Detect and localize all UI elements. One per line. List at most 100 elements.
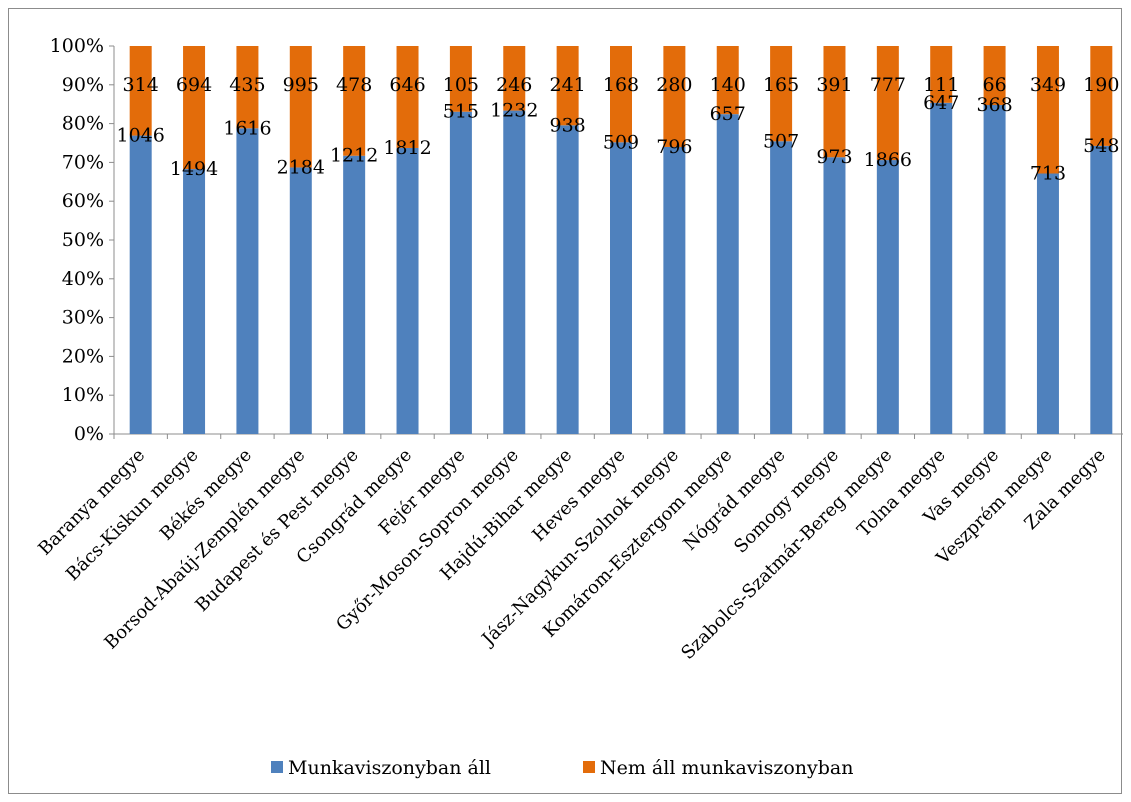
data-label-employed: 1812 <box>383 137 431 159</box>
y-tick-label: 0% <box>74 423 104 445</box>
bar-segment-not-employed <box>343 46 366 156</box>
bar-segment-employed <box>129 135 152 435</box>
data-label-not-employed: 246 <box>496 74 532 96</box>
bar-segment-not-employed <box>610 46 632 143</box>
y-tick-label: 50% <box>62 229 104 251</box>
data-label-employed: 1046 <box>117 125 165 147</box>
bar-segment-employed <box>1090 145 1113 434</box>
bar-segment-employed <box>183 169 206 435</box>
bar-segment-not-employed <box>716 46 739 115</box>
bars <box>129 46 1113 435</box>
data-label-not-employed: 478 <box>336 74 372 96</box>
data-label-employed: 368 <box>976 94 1012 116</box>
y-tick-label: 90% <box>62 74 104 96</box>
bar-segment-not-employed <box>1090 46 1113 146</box>
bar-segment-not-employed <box>396 46 419 148</box>
data-label-employed: 507 <box>763 130 799 152</box>
bar-segment-not-employed <box>770 46 793 142</box>
data-label-employed: 713 <box>1030 163 1066 185</box>
y-tick-label: 10% <box>62 384 104 406</box>
bar-segment-not-employed <box>289 46 312 168</box>
bar-segment-not-employed <box>129 46 152 136</box>
bar-segment-employed <box>503 110 526 434</box>
y-tick-labels: 0% 10% 20% 30% 40% 50% 60% 70% 80% 90% 100% <box>50 35 104 445</box>
y-tick-label: 100% <box>50 35 104 57</box>
bar-segment-employed <box>663 146 686 434</box>
data-label-employed: 1866 <box>864 149 912 171</box>
legend-item-not-employed-label: Nem áll munkaviszonyban <box>600 757 854 779</box>
bar-segment-employed <box>930 102 953 435</box>
data-label-employed: 938 <box>549 114 585 136</box>
data-label-employed: 647 <box>923 92 959 114</box>
bar-segment-employed <box>289 167 312 434</box>
data-label-employed: 1212 <box>330 145 378 167</box>
y-tick-label: 60% <box>62 190 104 212</box>
bar-segment-employed <box>343 155 366 434</box>
bar-segment-employed <box>1036 173 1059 434</box>
legend-item-not-employed-swatch <box>583 761 595 773</box>
data-label-not-employed: 165 <box>763 74 799 96</box>
data-label-not-employed: 435 <box>229 74 265 96</box>
category-label: Jász-Nagykun-Szolnok megye <box>477 445 683 651</box>
bar-segment-not-employed <box>983 46 1006 106</box>
data-label-employed: 973 <box>816 146 852 168</box>
bar-segment-employed <box>236 128 259 434</box>
legend: Munkaviszonyban áll Nem áll munkaviszonyb… <box>271 757 854 779</box>
bar-segment-not-employed <box>183 46 206 170</box>
legend-item-employed-label: Munkaviszonyban áll <box>288 757 491 779</box>
bar-segment-not-employed <box>876 46 899 161</box>
data-label-employed: 1494 <box>170 158 218 180</box>
data-label-not-employed: 391 <box>816 74 852 96</box>
data-label-employed: 548 <box>1083 135 1119 157</box>
bar-segment-not-employed <box>503 46 526 111</box>
bar-segment-not-employed <box>663 46 686 147</box>
data-label-employed: 509 <box>603 131 639 153</box>
bar-segment-not-employed <box>236 46 259 129</box>
data-label-not-employed: 140 <box>710 74 746 96</box>
data-label-not-employed: 241 <box>549 74 585 96</box>
chart-frame: 1046 314 1494 694 1616 435 2184 995 1212 478 1812 6… <box>8 8 1129 794</box>
bar-segment-employed <box>449 111 472 434</box>
category-label: Heves megye <box>528 445 629 546</box>
bar-segment-employed <box>983 105 1006 434</box>
legend-item-employed-swatch <box>271 761 283 773</box>
data-label-employed: 657 <box>710 103 746 125</box>
bar-segment-employed <box>716 114 739 435</box>
data-label-not-employed: 314 <box>123 74 159 96</box>
data-label-not-employed: 66 <box>982 74 1006 96</box>
data-label-not-employed: 168 <box>603 74 639 96</box>
data-label-not-employed: 280 <box>656 74 692 96</box>
data-label-not-employed: 190 <box>1083 74 1119 96</box>
data-label-employed: 796 <box>656 136 692 158</box>
bar-segment-employed <box>823 157 846 434</box>
y-tick-label: 30% <box>62 307 104 329</box>
data-label-employed: 1232 <box>490 100 538 122</box>
category-label: Békés megye <box>156 445 256 545</box>
bar-segment-not-employed <box>449 46 472 112</box>
bar-segment-employed <box>396 147 419 434</box>
stacked-percent-bar-chart: 1046 314 1494 694 1616 435 2184 995 1212 478 1812 6… <box>34 35 1129 779</box>
bar-segment-employed <box>556 125 579 434</box>
y-tick-label: 80% <box>62 113 104 135</box>
bar-segment-employed <box>876 160 899 434</box>
bar-segment-not-employed <box>823 46 846 158</box>
data-label-employed: 515 <box>443 101 479 123</box>
data-label-not-employed: 694 <box>176 74 212 96</box>
y-tick-label: 70% <box>62 151 104 173</box>
bar-segment-not-employed <box>930 46 953 103</box>
bar-segment-employed <box>770 141 793 434</box>
data-label-not-employed: 995 <box>283 74 319 96</box>
data-labels: 1046 314 1494 694 1616 435 2184 995 1212 478 1812 6… <box>117 74 1120 185</box>
bar-segment-employed <box>610 142 632 434</box>
y-tick-label: 40% <box>62 268 104 290</box>
data-label-not-employed: 105 <box>443 74 479 96</box>
data-label-not-employed: 111 <box>923 74 959 96</box>
data-label-employed: 2184 <box>277 156 325 178</box>
data-label-not-employed: 777 <box>870 74 906 96</box>
data-label-not-employed: 349 <box>1030 74 1066 96</box>
bar-segment-not-employed <box>1036 46 1059 174</box>
data-label-not-employed: 646 <box>389 74 425 96</box>
data-label-employed: 1616 <box>223 117 271 139</box>
y-tick-label: 20% <box>62 345 104 367</box>
